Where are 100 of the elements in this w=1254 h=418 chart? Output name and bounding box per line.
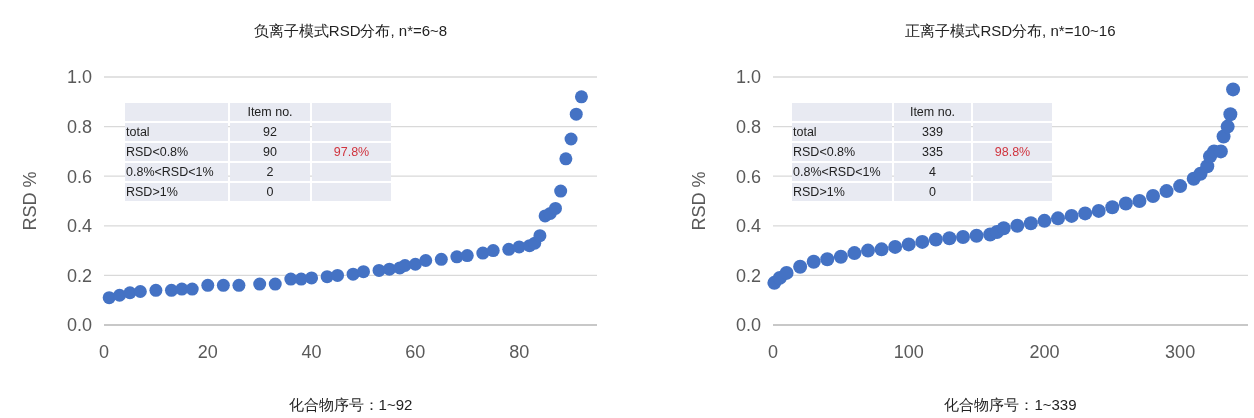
y-tick-label: 0.6 — [66, 166, 92, 187]
point — [901, 237, 916, 252]
point — [502, 242, 516, 256]
point — [268, 277, 282, 291]
point — [408, 257, 422, 271]
annotation: RSD<0.8% — [126, 145, 189, 160]
x-tick-label: 40 — [301, 342, 322, 362]
point — [533, 229, 547, 243]
annotation: total — [793, 125, 817, 140]
point — [861, 243, 875, 258]
x-tick-label: 100 — [893, 342, 924, 362]
y-tick-label: 0.4 — [66, 216, 92, 237]
point — [928, 232, 943, 247]
x-axis-title: 化合物序号：1~92 — [288, 396, 413, 413]
y-axis-title: RSD % — [689, 171, 709, 231]
point — [216, 278, 230, 292]
point — [1226, 82, 1241, 97]
point — [331, 268, 345, 282]
y-tick-label: 0.6 — [735, 166, 761, 187]
annotation: RSD>1% — [126, 185, 178, 200]
point — [398, 258, 412, 272]
annotation: total — [126, 125, 150, 140]
point — [1118, 196, 1133, 211]
x-axis-title: 化合物序号：1~339 — [944, 396, 1077, 413]
y-tick-label: 1.0 — [735, 67, 761, 88]
annotation: 90 — [263, 145, 277, 160]
x-tick-label: 80 — [509, 342, 530, 362]
point — [996, 221, 1011, 236]
annotation: 92 — [263, 125, 277, 140]
annotation: 98.8% — [994, 145, 1031, 160]
y-tick-label: 0.8 — [66, 116, 92, 137]
y-tick-label: 0.8 — [735, 116, 761, 137]
point — [486, 244, 500, 258]
point — [1010, 218, 1025, 233]
point — [201, 278, 215, 292]
point — [1051, 211, 1065, 226]
point — [1159, 184, 1174, 199]
point — [793, 259, 808, 274]
point — [1078, 206, 1093, 221]
annotation: 97.8% — [333, 145, 370, 160]
chart-title: 负离子模式RSD分布, n*=6~8 — [253, 22, 448, 39]
point — [1220, 119, 1235, 134]
y-tick-label: 0.4 — [735, 216, 761, 237]
x-tick-label: 0 — [767, 342, 779, 362]
point — [574, 90, 588, 104]
annotation: RSD<0.8% — [793, 145, 856, 160]
annotation: Item no. — [909, 105, 956, 120]
annotation: 335 — [922, 145, 943, 160]
point — [915, 234, 930, 249]
annotation: 2 — [266, 165, 274, 180]
point — [1223, 107, 1238, 122]
point — [569, 107, 583, 121]
point — [847, 246, 862, 261]
point — [232, 278, 246, 292]
point — [806, 254, 821, 269]
y-tick-label: 0.2 — [735, 265, 761, 286]
point — [559, 152, 573, 166]
x-tick-label: 300 — [1165, 342, 1196, 362]
point — [564, 132, 578, 146]
point — [1091, 203, 1106, 218]
point — [434, 252, 448, 266]
y-tick-label: 0.0 — [735, 315, 761, 336]
point — [1105, 200, 1120, 215]
point — [554, 184, 568, 198]
y-tick-label: 0.0 — [66, 315, 92, 336]
point — [888, 239, 903, 254]
chart-title: 正离子模式RSD分布, n*=10~16 — [905, 22, 1116, 39]
x-tick-label: 20 — [197, 342, 218, 362]
point — [942, 231, 957, 246]
annotation: 0 — [929, 185, 937, 200]
point — [133, 285, 147, 299]
point — [185, 282, 199, 296]
y-axis-title: RSD % — [20, 171, 40, 231]
point — [1064, 208, 1079, 223]
annotation: RSD>1% — [793, 185, 845, 200]
point — [356, 265, 370, 279]
point — [820, 252, 835, 267]
point — [460, 249, 474, 263]
point — [1023, 216, 1038, 231]
point — [969, 228, 984, 243]
point — [1132, 194, 1147, 208]
point — [305, 271, 319, 285]
point — [1146, 189, 1160, 204]
point — [833, 249, 848, 264]
annotation: 0 — [266, 185, 274, 200]
point — [113, 288, 127, 302]
x-tick-label: 200 — [1029, 342, 1060, 362]
point — [419, 254, 433, 268]
point — [779, 265, 794, 280]
x-tick-label: 60 — [405, 342, 426, 362]
y-tick-label: 1.0 — [66, 67, 92, 88]
annotation: 0.8%<RSD<1% — [793, 165, 881, 180]
y-tick-label: 0.2 — [66, 265, 92, 286]
annotation: Item no. — [247, 105, 293, 120]
point — [149, 283, 163, 297]
annotation: 4 — [929, 165, 937, 180]
x-tick-label: 0 — [98, 342, 110, 362]
point — [253, 277, 267, 291]
annotation: 0.8%<RSD<1% — [126, 165, 214, 180]
point — [476, 246, 490, 260]
